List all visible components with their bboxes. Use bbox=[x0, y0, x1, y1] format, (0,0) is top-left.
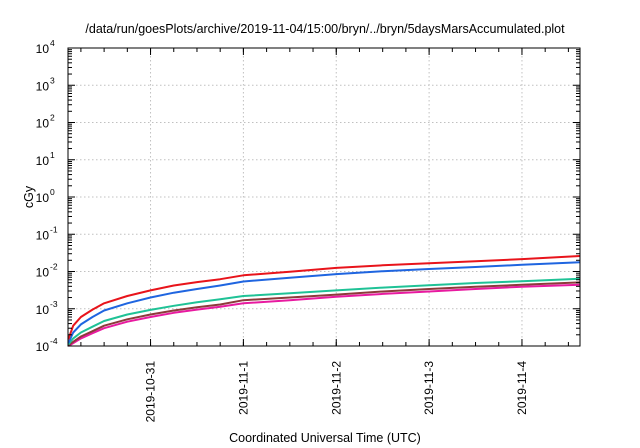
y-tick-exponent: 2 bbox=[50, 113, 55, 123]
y-tick-base: 10 bbox=[36, 42, 50, 56]
series-layer bbox=[67, 255, 581, 347]
y-tick-label: 10 bbox=[36, 191, 50, 205]
x-axis-label: Coordinated Universal Time (UTC) bbox=[229, 431, 421, 445]
y-tick-label: 10 bbox=[36, 79, 50, 93]
y-tick-exponent: 3 bbox=[50, 75, 55, 85]
y-tick-base: 10 bbox=[36, 154, 50, 168]
y-tick-exponent: -2 bbox=[50, 262, 58, 272]
x-tick-label: 2019-11-2 bbox=[329, 361, 343, 415]
tick-marks bbox=[68, 47, 580, 347]
y-tick-base: 10 bbox=[36, 266, 50, 280]
y-tick-base: 10 bbox=[36, 79, 50, 93]
series-line-3 bbox=[67, 277, 581, 346]
y-tick-exponent: 4 bbox=[50, 38, 55, 48]
y-tick-label: 10 bbox=[36, 340, 50, 354]
y-tick-label: 10 bbox=[36, 117, 50, 131]
chart-title: /data/run/goesPlots/archive/2019-11-04/1… bbox=[85, 22, 565, 36]
x-tick-label: 2019-10-31 bbox=[144, 361, 158, 423]
x-tick-label: 2019-11-1 bbox=[236, 361, 250, 415]
y-tick-exponent: 0 bbox=[50, 187, 55, 197]
y-axis-label: cGy bbox=[22, 185, 36, 208]
y-tick-base: 10 bbox=[36, 228, 50, 242]
y-tick-base: 10 bbox=[36, 340, 50, 354]
y-tick-label: 10 bbox=[36, 42, 50, 56]
y-tick-exponent: -4 bbox=[50, 336, 58, 346]
grid bbox=[68, 48, 580, 346]
x-tick-label: 2019-11-4 bbox=[515, 361, 529, 415]
y-tick-label: 10 bbox=[36, 228, 50, 242]
x-tick-labels: 2019-10-31 2019-11-1 2019-11-2 2019-11-3 201… bbox=[144, 361, 529, 423]
series-line-5 bbox=[67, 283, 581, 347]
series-line-1 bbox=[67, 255, 581, 340]
y-tick-exponent: -1 bbox=[50, 224, 58, 234]
series-line-2 bbox=[67, 261, 581, 344]
y-tick-base: 10 bbox=[36, 117, 50, 131]
y-tick-exponent: 1 bbox=[50, 150, 55, 160]
y-tick-label: 10 bbox=[36, 154, 50, 168]
x-tick-label: 2019-11-3 bbox=[422, 361, 436, 415]
series-line-4 bbox=[67, 281, 581, 347]
y-tick-base: 10 bbox=[36, 191, 50, 205]
y-tick-exponent: -3 bbox=[50, 299, 58, 309]
y-tick-base: 10 bbox=[36, 303, 50, 317]
y-tick-label: 10 bbox=[36, 303, 50, 317]
y-tick-label: 10 bbox=[36, 266, 50, 280]
